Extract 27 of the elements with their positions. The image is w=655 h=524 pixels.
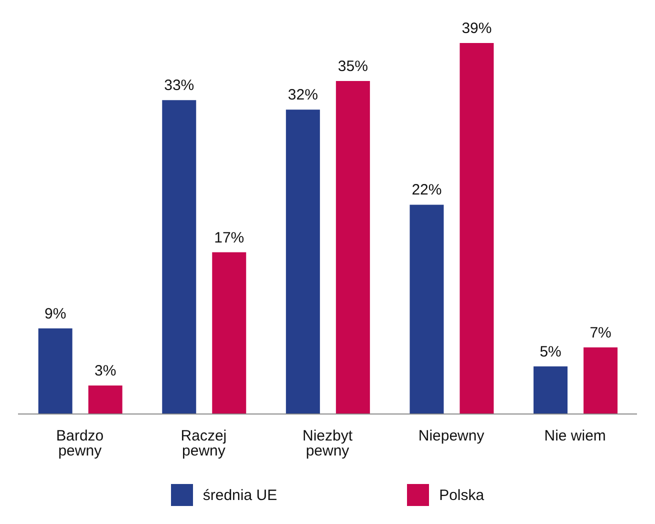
- data-label: 17%: [214, 229, 244, 246]
- legend-label: Polska: [439, 486, 484, 504]
- data-label: 33%: [164, 77, 194, 94]
- data-label: 5%: [540, 343, 562, 360]
- bar: [534, 366, 568, 414]
- x-tick-label: Nie wiem: [544, 428, 606, 445]
- data-label: 35%: [338, 58, 368, 76]
- bar: [410, 204, 444, 414]
- bar: [88, 385, 122, 414]
- bar: [336, 81, 370, 414]
- bar: [286, 110, 320, 414]
- legend-label: średnia UE: [202, 486, 278, 504]
- data-label: 3%: [94, 362, 116, 380]
- data-label: 39%: [462, 20, 492, 37]
- bar: [460, 43, 494, 414]
- data-label: 32%: [288, 86, 318, 104]
- data-label: 9%: [44, 305, 66, 322]
- bar: [584, 347, 618, 414]
- x-tick-label: Niepewny: [418, 428, 485, 445]
- bar: [38, 328, 72, 414]
- bar: [162, 100, 196, 414]
- bar: [212, 252, 246, 414]
- data-label: 22%: [412, 182, 442, 199]
- x-tick-label: Raczej pewny: [180, 428, 227, 460]
- x-tick-label: Niezbyt pewny: [302, 428, 354, 460]
- x-tick-label: Bardzo pewny: [56, 428, 104, 460]
- data-label: 7%: [590, 324, 612, 342]
